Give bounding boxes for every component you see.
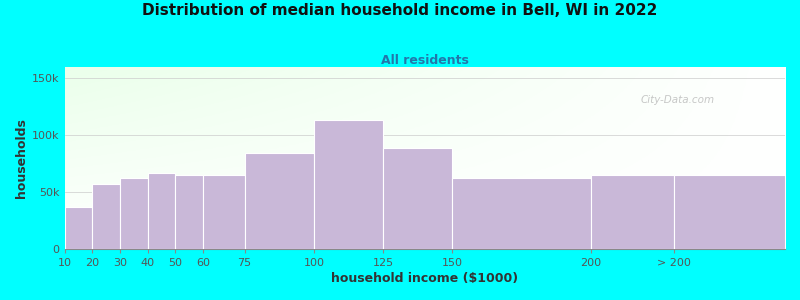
Bar [383, 148, 453, 249]
Bar [314, 120, 383, 249]
Bar [453, 178, 591, 249]
Bar [674, 175, 785, 249]
Y-axis label: households: households [15, 118, 28, 198]
Bar [591, 175, 674, 249]
Bar [148, 173, 175, 249]
Bar [120, 178, 148, 249]
Text: Distribution of median household income in Bell, WI in 2022: Distribution of median household income … [142, 3, 658, 18]
Title: All residents: All residents [381, 54, 469, 67]
Bar [245, 153, 314, 249]
Bar [203, 175, 245, 249]
Bar [175, 175, 203, 249]
Text: City-Data.com: City-Data.com [641, 95, 715, 105]
X-axis label: household income ($1000): household income ($1000) [331, 272, 518, 285]
Bar [65, 207, 92, 249]
Bar [92, 184, 120, 249]
